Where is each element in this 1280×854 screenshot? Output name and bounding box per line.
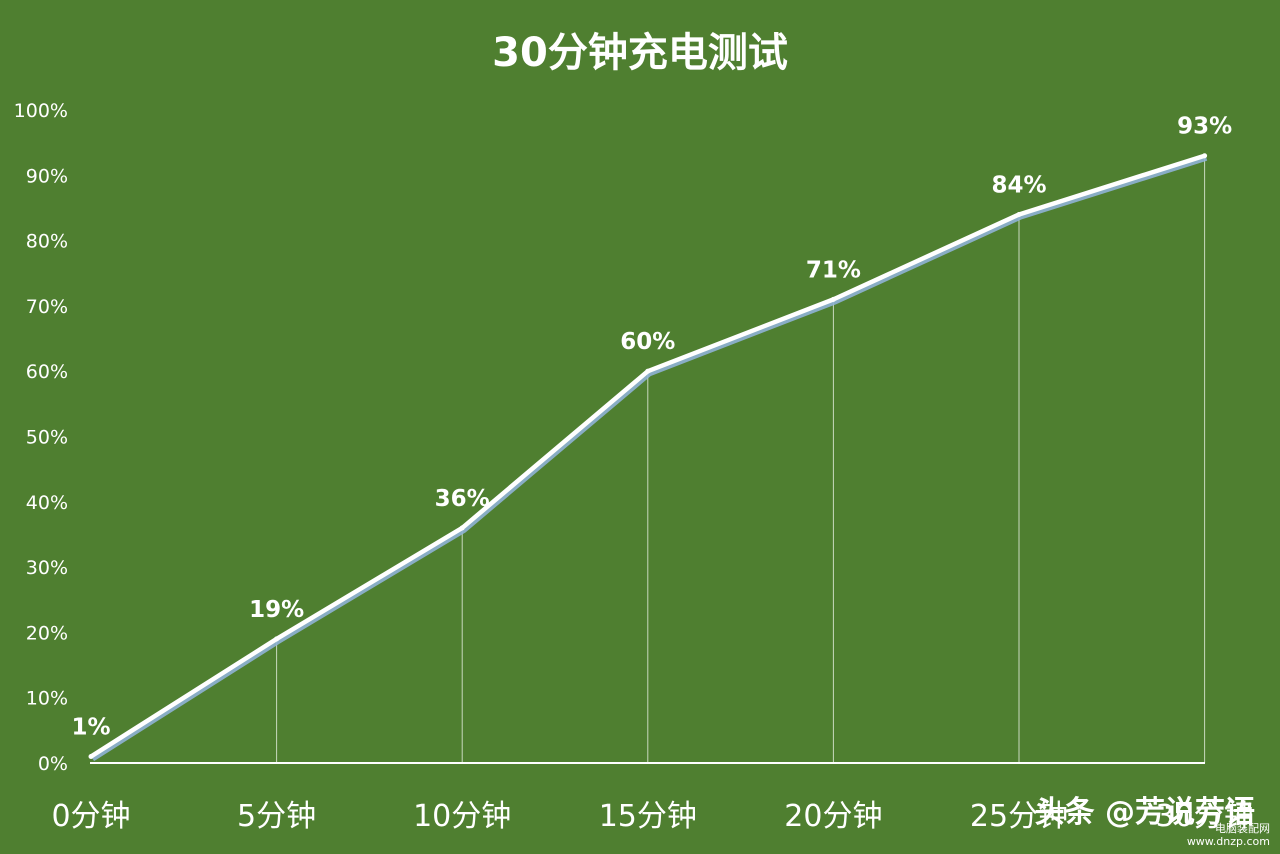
chart-title: 30分钟充电测试 [492,30,788,76]
y-tick-label: 90% [26,165,68,187]
watermark-url-line: 电脑装配网 [1215,822,1270,835]
data-point [830,296,836,302]
y-axis: 0% 10% 20% 30% 40% 50% 60% 70% 80% 90% 100% [14,100,68,775]
watermark-text: 头条 @芳说芳语 [1035,795,1255,830]
x-tick-label: 5分钟 [237,799,316,834]
data-label: 93% [1177,114,1232,140]
y-tick-label: 80% [26,231,68,253]
x-tick-label: 10分钟 [413,799,511,834]
data-point [1202,153,1208,159]
drop-lines [276,155,1206,763]
y-tick-label: 60% [26,361,68,383]
data-label: 36% [435,486,490,512]
x-tick-label: 15分钟 [599,799,697,834]
y-tick-label: 70% [26,296,68,318]
data-point [88,753,94,759]
data-label: 1% [71,714,110,740]
x-tick-label: 30分钟 [1156,799,1254,834]
y-tick-label: 30% [26,557,68,579]
data-point [1016,211,1022,217]
x-axis: 0分钟 5分钟 10分钟 15分钟 20分钟 25分钟 30分钟 [51,799,1253,834]
x-tick-label: 25分钟 [970,799,1068,834]
y-tick-label: 20% [26,622,68,644]
series-line-shadow [91,156,1208,762]
data-label: 84% [991,172,1046,198]
watermark: 头条 @芳说芳语 电脑装配网 www.dnzp.com [1035,795,1270,848]
data-label: 71% [806,257,861,283]
data-label: 60% [620,329,675,355]
data-point [459,525,465,531]
series-charge-level [89,153,1208,762]
x-tick-label: 20分钟 [784,799,882,834]
data-labels: 1% 19% 36% 60% 71% 84% 93% [71,114,1232,741]
y-tick-label: 50% [26,427,68,449]
y-tick-label: 10% [26,688,68,710]
y-tick-label: 100% [14,100,68,122]
watermark-url-line: www.dnzp.com [1187,835,1270,848]
x-tick-label: 0分钟 [51,799,130,834]
data-point [274,636,280,642]
y-tick-label: 40% [26,492,68,514]
data-point [645,368,651,374]
data-label: 19% [249,597,304,623]
y-tick-label: 0% [38,753,68,775]
data-points [88,153,1208,759]
watermark-url: 电脑装配网 www.dnzp.com [1187,822,1270,848]
